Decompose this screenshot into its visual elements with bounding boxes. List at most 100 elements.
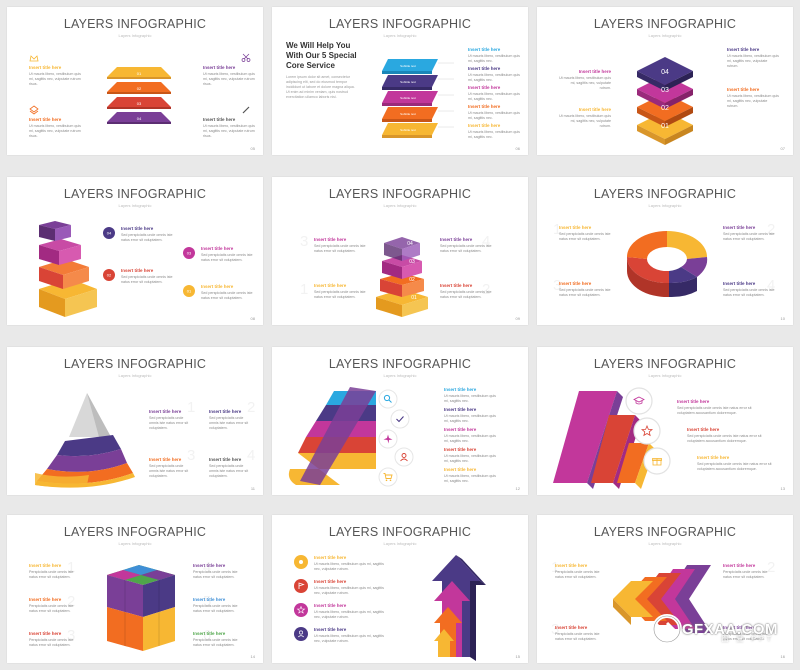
block-heading: Insert title here xyxy=(697,455,730,460)
check-icon xyxy=(396,416,404,423)
text-block: Insert title here Sed perspiciatis unde o… xyxy=(121,226,173,243)
text-block: Insert title here Ut mauris libero, vest… xyxy=(203,117,255,139)
isometric-stack-graphic: 04 03 02 01 xyxy=(376,237,428,317)
block-heading: Insert title here xyxy=(444,447,477,452)
slide-12[interactable]: LAYERS INFOGRAPHIC Layers Infographic 1 … xyxy=(537,515,793,663)
slide-9[interactable]: LAYERS INFOGRAPHIC Layers Infographic In… xyxy=(537,347,793,495)
plane-icon xyxy=(383,434,393,444)
slide-title: LAYERS INFOGRAPHIC xyxy=(593,357,737,371)
slide-subtitle: Layers Infographic xyxy=(383,541,417,546)
block-body: Sed perspiciatis unde omnis iste natus e… xyxy=(121,275,173,284)
page-number: 11 xyxy=(250,486,255,491)
block-body: Ut mauris libero, vestibulum quis mi, sa… xyxy=(29,124,81,138)
block-body: Perspiciatis unde omnis iste natus error… xyxy=(29,604,74,613)
star-icon xyxy=(641,425,653,437)
text-block: Insert title here Ut mauris libero, vesti… xyxy=(468,85,520,102)
slide-10[interactable]: LAYERS INFOGRAPHIC Layers Infographic 1 … xyxy=(7,515,263,663)
slide-title: LAYERS INFOGRAPHIC xyxy=(593,525,737,539)
text-block: Insert title here Sed perspiciatis unde o… xyxy=(149,457,193,479)
text-block: Insert title here Ut mauris libero, vesti… xyxy=(468,123,520,140)
block-body: Perspiciatis unde omnis iste natus error… xyxy=(193,570,238,579)
arrow-layers-graphic xyxy=(432,555,486,661)
text-block: Insert title here Perspiciatis unde omnis… xyxy=(193,597,241,614)
slide-11[interactable]: LAYERS INFOGRAPHIC Layers Infographic In… xyxy=(272,515,528,663)
text-block: Insert title here Ut mauris libero, vesti… xyxy=(314,603,388,620)
cone-layers-graphic xyxy=(35,393,135,488)
layer-label: Subtitle text xyxy=(400,96,416,100)
slide-title: LAYERS INFOGRAPHIC xyxy=(63,357,207,371)
block-heading: Insert title here xyxy=(578,69,611,74)
marker-label: 03 xyxy=(187,251,192,256)
block-body: Ut mauris libero, vestibulum quis mi, sa… xyxy=(203,124,255,138)
block-heading: Insert title here xyxy=(193,563,226,568)
slide-3[interactable]: LAYERS INFOGRAPHIC Layers Infographic 04… xyxy=(537,7,793,155)
slide-title: LAYERS INFOGRAPHIC xyxy=(63,17,207,31)
page-number: 09 xyxy=(515,316,520,321)
block-heading: Insert title here xyxy=(468,104,501,109)
layer-label: 04 xyxy=(137,116,142,121)
text-block: Insert title here Ut mauris libero, vesti… xyxy=(468,66,520,83)
block-body: Sed perspiciatis unde omnis iste natus e… xyxy=(559,288,611,297)
text-block: Insert title here Ut mauris libero, vesti… xyxy=(444,447,496,464)
block-heading: Insert title here xyxy=(440,237,473,242)
text-block: Insert title here Ut mauris libero, vesti… xyxy=(314,579,388,596)
slide-subtitle: Layers Infographic xyxy=(648,373,682,378)
layers-icon xyxy=(29,105,39,115)
block-body: Sed perspiciatis unde omnis iste natus e… xyxy=(697,462,772,471)
block-heading: Insert title here xyxy=(203,117,236,122)
block-body: Ut mauris libero, vestibulum quis mi, sa… xyxy=(468,73,520,82)
block-body: Ut mauris libero, vestibulum quis mi, sa… xyxy=(559,76,611,90)
big-number: 2 xyxy=(247,399,256,416)
slide-title: LAYERS INFOGRAPHIC xyxy=(593,17,737,31)
block-heading: Insert title here xyxy=(468,123,501,128)
text-block: Insert title here Ut mauris libero, vesti… xyxy=(468,47,520,64)
cube-graphic xyxy=(107,565,175,651)
paragraph: Lorem ipsum dolor sit amet, consectetur … xyxy=(286,75,355,99)
block-heading: Insert title here xyxy=(314,283,347,288)
slide-4[interactable]: LAYERS INFOGRAPHIC Layers Infographic 04… xyxy=(7,177,263,325)
block-body: Perspiciatis unde omnis iste natus error… xyxy=(723,632,768,641)
block-heading: Insert title here xyxy=(559,281,592,286)
block-heading: Insert title here xyxy=(468,66,501,71)
block-body: Ut mauris libero, vestibulum quis mi, sa… xyxy=(727,54,779,68)
block-body: Perspiciatis unde omnis iste natus error… xyxy=(193,638,238,647)
slide-2[interactable]: LAYERS INFOGRAPHIC Layers Infographic We… xyxy=(272,7,528,155)
text-block: Insert title here Sed perspiciatis unde o… xyxy=(440,283,492,300)
page-number: 14 xyxy=(250,654,255,659)
block-body: Sed perspiciatis unde omnis iste natus e… xyxy=(149,464,189,478)
text-block: Insert title here Ut mauris libero, vesti… xyxy=(559,107,611,129)
user-icon xyxy=(400,453,408,462)
text-block: Insert title here Sed perspiciatis unde o… xyxy=(440,237,492,254)
slide-1[interactable]: LAYERS INFOGRAPHIC Layers Infographic 01… xyxy=(7,7,263,155)
big-number: 5 xyxy=(203,593,212,610)
text-block: Insert title here Perspiciatis unde omnis… xyxy=(193,563,241,580)
graduation-cap-icon xyxy=(633,396,645,405)
big-number: 4 xyxy=(767,277,776,294)
big-number: 4 xyxy=(767,621,776,638)
block-body: Sed perspiciatis unde omnis iste natus e… xyxy=(149,416,189,430)
pen-icon xyxy=(242,106,250,114)
text-block: Insert title here Perspiciatis unde omnis… xyxy=(723,563,775,580)
block-heading: Insert title here xyxy=(201,246,234,251)
slide-7[interactable]: LAYERS INFOGRAPHIC Layers Infographic 1 … xyxy=(7,347,263,495)
block-body: Sed perspiciatis unde omnis iste natus e… xyxy=(314,290,366,299)
layer-label: Subtitle text xyxy=(400,64,416,68)
slide-5[interactable]: LAYERS INFOGRAPHIC Layers Infographic 04… xyxy=(272,177,528,325)
text-block: Insert title here Ut mauris libero, vesti… xyxy=(314,555,388,572)
big-number: 1 xyxy=(67,559,76,576)
slide-8[interactable]: LAYERS INFOGRAPHIC Layers Infographic In… xyxy=(272,347,528,495)
slide-6[interactable]: LAYERS INFOGRAPHIC Layers Infographic 1 … xyxy=(537,177,793,325)
block-heading: Insert title here xyxy=(29,65,62,70)
block-heading: Insert title here xyxy=(444,407,477,412)
block-body: Perspiciatis unde omnis iste natus error… xyxy=(555,632,600,641)
block-body: Ut mauris libero, vestibulum quis mi, sa… xyxy=(203,72,255,86)
layer-label: 04 xyxy=(407,241,413,247)
search-icon xyxy=(383,394,392,403)
big-number: 2 xyxy=(767,559,776,576)
slide-subtitle: Layers Infographic xyxy=(648,33,682,38)
text-block: Insert title here Perspiciatis unde omnis… xyxy=(555,563,607,580)
block-heading: Insert title here xyxy=(687,427,720,432)
block-body: Sed perspiciatis unde omnis iste natus e… xyxy=(559,232,611,241)
slide-subtitle: Layers Infographic xyxy=(118,33,152,38)
marker-circle: 01 xyxy=(183,285,195,297)
